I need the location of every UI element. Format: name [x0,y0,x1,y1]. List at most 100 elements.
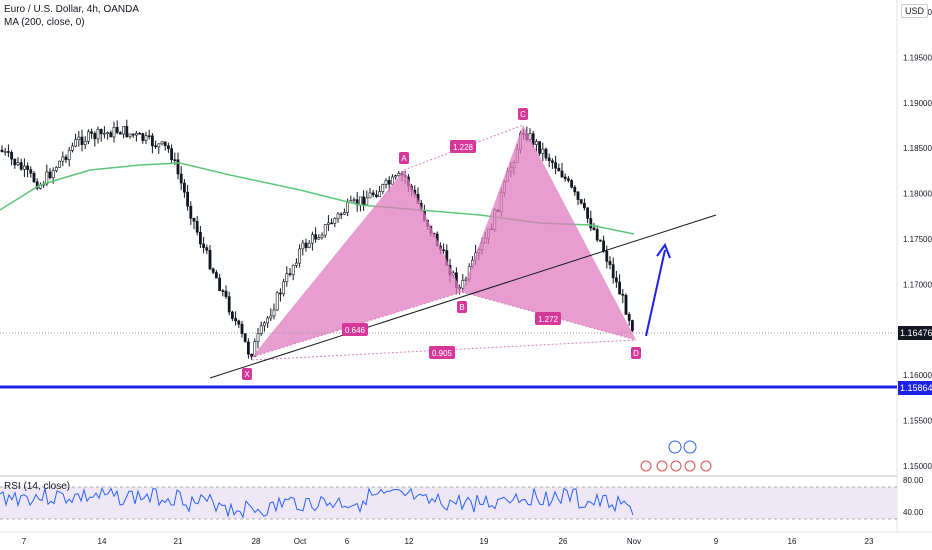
ratio-label: 1.272 [538,315,559,324]
candle-body [35,181,39,189]
candle-body [247,341,250,355]
point-label: D [633,349,639,358]
point-label: C [520,110,526,119]
candle-body [259,325,263,335]
candle-body [87,131,90,142]
candle-body [29,169,33,174]
x-tick-label: 19 [480,537,489,546]
candle-body [179,173,183,184]
candle-body [256,333,260,342]
candle-body [442,249,446,252]
candle-body [365,197,369,206]
candle-body [71,145,74,151]
event-icons[interactable] [640,440,712,472]
candle-body [573,186,577,193]
candle-body [231,311,234,319]
point-marker [457,301,467,313]
currency-badge[interactable]: USD [900,4,928,18]
candle-body [579,199,583,204]
x-tick-label: 9 [714,537,719,546]
candle-body [595,229,599,241]
ratio-box [450,140,476,153]
event-icon [683,440,697,454]
candle-body [167,145,170,149]
candle-body [234,318,238,322]
candle-body [304,242,308,248]
candle-body [621,293,625,296]
y-tick-label: 1.15000 [903,462,932,471]
candle-body [141,133,145,141]
y-tick-label: 1.19500 [903,53,932,62]
candle-body [326,222,330,225]
candle-body [608,261,612,265]
y-tick-label: 1.18000 [903,190,932,199]
y-tick-labels: 1.200001.195001.190001.185001.180001.175… [903,8,932,471]
candle-body [58,160,62,168]
candle-body [122,126,126,135]
candle-body [7,151,10,153]
candle-body [461,280,465,289]
candle-body [157,143,161,148]
candle-body [397,173,401,177]
ratio-label: 1.228 [453,143,474,152]
x-tick-label: 26 [559,537,568,546]
candle-body [554,162,558,169]
candle-body [550,160,554,163]
candle-body [173,159,177,161]
candle-body [288,273,292,275]
candle-body [64,156,68,160]
candle-body [538,141,542,154]
candle-body [282,281,286,295]
candle-body [390,176,394,185]
projection-arrow[interactable] [645,249,666,337]
candle-body [80,136,84,145]
candle-body [378,191,382,198]
candle-body [605,250,609,262]
candle-body [10,151,14,160]
trendline[interactable] [209,214,717,379]
candle-body [317,237,321,240]
candle-body [330,222,334,225]
candle-body [224,290,228,297]
ma-indicator-label[interactable]: MA (200, close, 0) [4,17,85,28]
candle-body [381,184,385,192]
candle-body [618,281,622,295]
candle-body [183,182,186,193]
y-tick-label: 1.17000 [903,280,932,289]
x-tick-label: 23 [865,537,874,546]
candle-body [13,158,17,166]
harmonic-points: X A B C D [242,108,641,380]
candle-body [570,180,574,188]
ratio-box [342,323,368,336]
rsi-tick-label: 80.00 [903,476,924,485]
candle-body [374,194,378,198]
symbol-title[interactable]: Euro / U.S. Dollar, 4h, OANDA [4,4,140,15]
candle-body [314,234,318,240]
flag-icon [656,460,668,472]
candle-body [614,277,618,283]
candle-body [135,133,138,136]
candle-body [154,145,158,148]
candle-body [237,320,241,325]
candle-body [144,135,148,141]
last-price-box: 1.16476 [898,326,932,340]
candle-body [250,353,254,357]
rsi-indicator-label[interactable]: RSI (14, close) [4,481,71,492]
x-tick-label: 14 [98,537,107,546]
y-tick-label: 1.19000 [903,99,932,108]
ratio-box [535,312,561,325]
candle-body [202,243,206,248]
candle-body [138,133,142,135]
x-tick-label: Oct [294,537,307,546]
candle-body [128,133,132,137]
candle-body [26,165,30,170]
pattern-triangle-bcd [462,125,636,340]
candle-body [358,196,362,206]
point-marker [242,368,252,380]
candle-body [0,149,4,152]
candle-body [557,167,561,172]
candle-body [186,191,190,207]
event-icon [668,440,682,454]
candle-body [125,126,129,137]
